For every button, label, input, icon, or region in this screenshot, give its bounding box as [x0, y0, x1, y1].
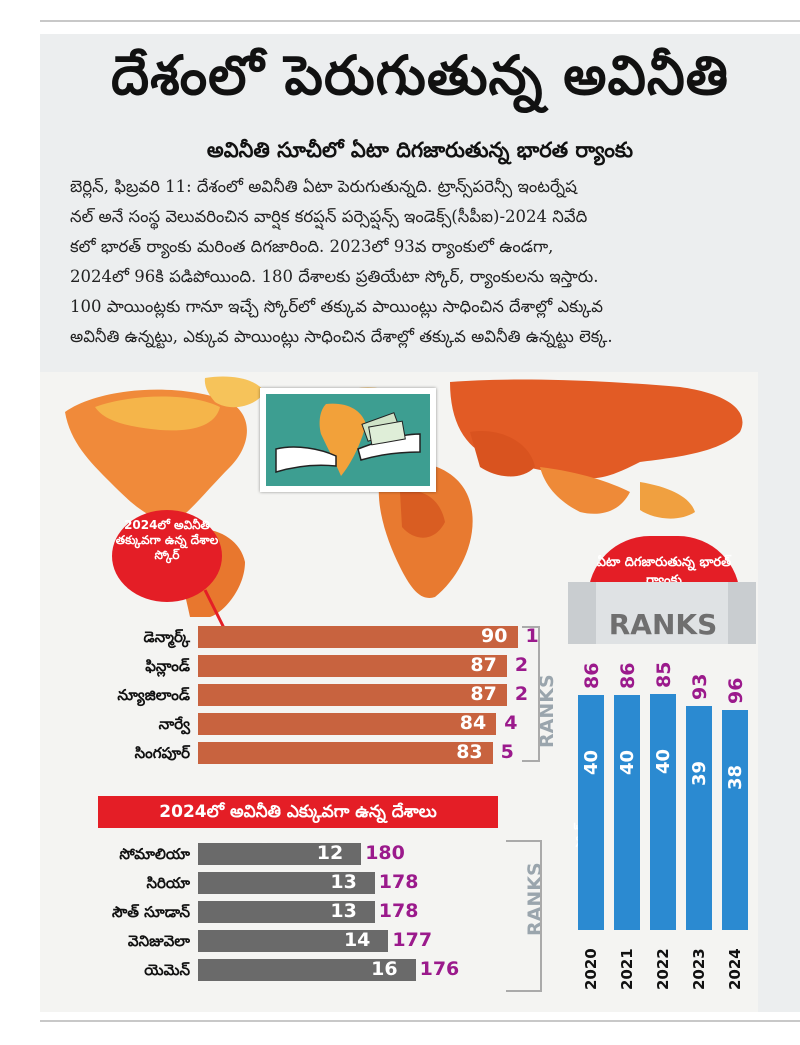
body-line: నల్ అనే సంస్థ వెలువరించిన వార్షిక కరప్షన…: [70, 207, 588, 226]
bottom-ranks-bracket: [506, 840, 542, 992]
india-score-value: 40: [581, 749, 602, 775]
top-score-value: 87: [470, 683, 497, 705]
bottom-score-value: 13: [330, 871, 357, 893]
top-score-bar: [198, 655, 507, 677]
bottom-score-value: 13: [330, 900, 357, 922]
handshake-icon: [275, 403, 421, 476]
subheadline: అవినీతి సూచీలో ఏటా దిగజారుతున్న భారత ర్య…: [206, 138, 634, 162]
bottom-rank-value: 176: [419, 958, 460, 980]
india-score-column: [614, 695, 640, 930]
ranks-header-bar: [568, 582, 756, 644]
top-country-label: న్యూజిలాండ్: [117, 686, 190, 704]
body-line: అవినీతి ఉన్నట్టు, ఎక్కువ పాయింట్లు సాధిం…: [70, 327, 613, 346]
top-country-label: నార్వే: [158, 715, 190, 733]
india-year-label: 2023: [690, 948, 708, 990]
india-rank-value: 86: [617, 662, 639, 689]
bottom-divider: [40, 1020, 800, 1022]
india-score-column: [650, 693, 676, 930]
india-year-label: 2020: [582, 948, 600, 990]
top-score-value: 90: [481, 625, 508, 647]
low-corruption-bubble: 2024లో అవినీతి తక్కువగా ఉన్న దేశాల స్కోర…: [112, 510, 222, 602]
bottom-rank-value: 180: [365, 842, 405, 864]
bottom-score-value: 12: [316, 842, 344, 864]
bottom-rank-value: 178: [378, 871, 419, 893]
bottom-score-value: 16: [371, 958, 398, 980]
india-score-value: 38: [725, 764, 746, 790]
india-rank-value: 93: [689, 673, 711, 700]
top-score-bar: [198, 742, 493, 764]
india-score-value: 40: [653, 748, 674, 774]
top-score-value: 87: [470, 654, 497, 676]
body-line: 2024లో 96కి పడిపోయింది. 180 దేశాలకు ప్రత…: [70, 267, 599, 286]
bottom-country-label: సిరియా: [146, 874, 190, 892]
body-line: 100 పాయింట్లకు గానూ ఇచ్చే స్కోర్‌లో తక్క…: [70, 297, 603, 316]
india-score-column: [578, 695, 604, 930]
top-ranks-bracket: [522, 626, 540, 762]
india-rank-value: 96: [725, 677, 747, 704]
bottom-rank-value: 177: [392, 929, 433, 951]
top-country-label: ఫిన్లాండ్: [145, 657, 190, 675]
bottom-score-bar: [198, 901, 375, 923]
bottom-score-bar: [198, 930, 389, 952]
top-score-value: 84: [459, 712, 487, 734]
top-score-bar: [198, 684, 507, 706]
india-rank-value: 86: [581, 662, 603, 689]
top-rank-value: 2: [514, 683, 529, 705]
headline: దేశంలో పెరుగుతున్న అవినీతి: [110, 44, 729, 107]
india-ranks-label: RANKS: [608, 608, 718, 641]
top-divider: [40, 20, 800, 22]
bottom-score-bar: [198, 872, 375, 894]
india-year-label: 2022: [654, 948, 672, 990]
india-score-column: [722, 710, 748, 930]
bottom-rank-value: 178: [378, 900, 419, 922]
top-score-bar: [198, 626, 518, 648]
top-rank-value: 4: [504, 712, 518, 734]
india-score-value: 40: [617, 749, 638, 775]
bottom-country-label: వెనిజువెలా: [127, 932, 190, 950]
india-year-label: 2024: [726, 948, 744, 990]
top-rank-value: 5: [500, 741, 514, 763]
body-line: బెర్లిన్, ఫిబ్రవరి 11: దేశంలో అవినీతి ఏట…: [70, 177, 577, 196]
top-country-label: డెన్మార్క్: [143, 628, 190, 646]
bottom-score-value: 14: [343, 929, 371, 951]
top-country-label: సింగపూర్: [134, 744, 190, 762]
body-line: కలో భారత్ ర్యాంకు మరింత దిగజారింది. 2023…: [70, 237, 554, 256]
india-rank-value: 85: [653, 661, 675, 688]
top-rank-value: 1: [525, 625, 539, 647]
high-corruption-ribbon: 2024లో అవినీతి ఎక్కువగా ఉన్న దేశాలు: [98, 796, 498, 828]
bottom-country-label: సౌత్ సూడాన్: [111, 903, 190, 921]
bottom-country-label: యెమెన్: [144, 961, 190, 979]
india-year-label: 2021: [618, 948, 636, 990]
india-score-column: [686, 705, 712, 930]
top-score-value: 83: [456, 741, 483, 763]
bottom-score-bar: [198, 843, 362, 865]
bottom-score-bar: [198, 959, 416, 981]
top-score-bar: [198, 713, 497, 735]
top-rank-value: 2: [514, 654, 529, 676]
india-score-value: 39: [689, 760, 710, 786]
article-body: బెర్లిన్, ఫిబ్రవరి 11: దేశంలో అవినీతి ఏట…: [70, 172, 770, 352]
bottom-country-label: సోమాలియా: [119, 845, 190, 863]
bribe-illustration: [260, 388, 436, 492]
